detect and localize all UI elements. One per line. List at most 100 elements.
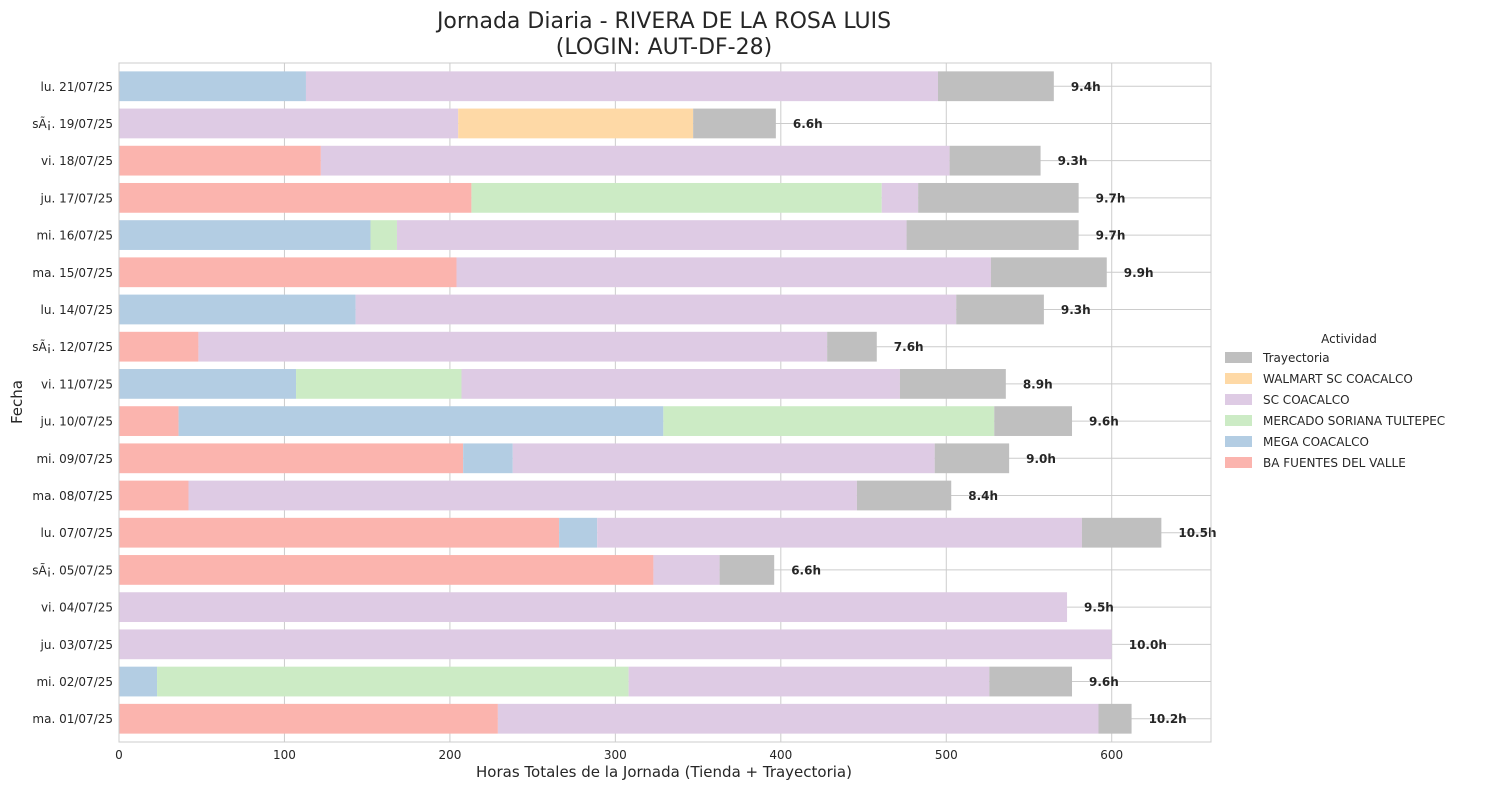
total-label: 9.0h — [1026, 452, 1056, 466]
y-tick-label: ju. 17/07/25 — [40, 191, 113, 205]
bar-segment — [396, 220, 907, 250]
bar-segment — [305, 71, 938, 102]
chart-title-line2: (LOGIN: AUT-DF-28) — [556, 35, 772, 60]
x-axis-label: Horas Totales de la Jornada (Tienda + Tr… — [476, 763, 852, 781]
bar-segment — [1081, 517, 1162, 548]
total-label: 10.2h — [1149, 712, 1187, 726]
bar-segment — [119, 443, 464, 474]
bar-segment — [119, 666, 158, 697]
bar-segment — [989, 666, 1073, 697]
y-tick-label: ma. 15/07/25 — [32, 266, 113, 280]
bar-segment — [119, 517, 560, 548]
y-tick-label: lu. 07/07/25 — [41, 526, 113, 540]
bar-segment — [456, 257, 991, 288]
bar-segment — [827, 331, 877, 362]
bar-segment — [471, 182, 882, 213]
y-tick-label: mi. 02/07/25 — [36, 675, 113, 689]
total-label: 10.5h — [1178, 526, 1216, 540]
legend-swatch — [1225, 457, 1252, 468]
legend-swatch — [1225, 415, 1252, 426]
x-tick-label: 300 — [604, 748, 627, 762]
bar-segment — [463, 443, 513, 474]
legend-swatch — [1225, 394, 1252, 405]
bar-segment — [119, 629, 1112, 660]
bar-segment — [119, 182, 472, 213]
bar-segment — [899, 369, 1006, 399]
bar-segment — [719, 555, 775, 585]
bar-segment — [512, 443, 935, 474]
bar-segment — [906, 220, 1079, 250]
total-label: 6.6h — [791, 563, 821, 577]
bar-segment — [461, 369, 900, 399]
total-label: 7.6h — [894, 340, 924, 354]
y-tick-label: lu. 14/07/25 — [41, 303, 113, 317]
legend-entry: Trayectoria — [1262, 351, 1330, 365]
legend-entry: BA FUENTES DEL VALLE — [1263, 456, 1406, 470]
legend-swatch — [1225, 436, 1252, 447]
total-label: 9.5h — [1084, 601, 1114, 615]
total-label: 6.6h — [793, 117, 823, 131]
bar-segment — [355, 294, 957, 325]
bar-segment — [119, 480, 189, 511]
x-tick-label: 400 — [769, 748, 792, 762]
y-tick-label: vi. 04/07/25 — [41, 601, 113, 615]
bar-segment — [559, 517, 598, 548]
total-label: 9.9h — [1124, 266, 1154, 280]
total-labels: 9.4h 6.6h 9.3h 9.7h 9.7h 9.9h 9.3h 7.6h 8.9h 9.6h… — [791, 80, 1216, 726]
legend-entry: MEGA COACALCO — [1263, 435, 1369, 449]
total-label: 8.4h — [968, 489, 998, 503]
y-tick-label: lu. 21/07/25 — [41, 80, 113, 94]
bar-segment — [188, 480, 857, 511]
legend-swatch — [1225, 352, 1252, 363]
legend-entry: WALMART SC COACALCO — [1263, 372, 1413, 386]
plot-frame — [118, 62, 1212, 743]
total-label: 9.4h — [1071, 80, 1101, 94]
bar-segment — [653, 555, 720, 585]
bar-segment — [198, 331, 828, 362]
bar-segment — [119, 220, 371, 250]
total-label: 9.7h — [1096, 229, 1126, 243]
bar-segment — [663, 406, 995, 436]
bar-segment — [458, 108, 694, 139]
bar-segment — [628, 666, 990, 697]
bar-segment — [119, 71, 306, 102]
bar-segment — [119, 369, 297, 399]
bar-segment — [370, 220, 397, 250]
bar-segment — [178, 406, 664, 436]
x-tick-label: 100 — [273, 748, 296, 762]
bar-segment — [1098, 703, 1132, 734]
bar-segment — [157, 666, 629, 697]
y-axis-label: Fecha — [8, 380, 26, 424]
bar-segment — [918, 182, 1079, 213]
bar-segment — [119, 592, 1068, 623]
bar-segment — [934, 443, 1010, 474]
chart-title-line1: Jornada Diaria - RIVERA DE LA ROSA LUIS — [435, 9, 891, 34]
bar-segment — [119, 331, 199, 362]
bar-segment — [296, 369, 462, 399]
bar-segment — [119, 703, 498, 734]
bar-segment — [949, 145, 1041, 176]
legend: Actividad Trayectoria WALMART SC COACALCO… — [1225, 332, 1445, 470]
y-tick-label: sÃ¡. 12/07/25 — [32, 339, 113, 354]
total-label: 9.3h — [1058, 154, 1088, 168]
y-tick-label: sÃ¡. 05/07/25 — [32, 562, 113, 577]
total-label: 9.7h — [1096, 191, 1126, 205]
legend-entry: SC COACALCO — [1263, 393, 1350, 407]
x-tick-labels: 0 100 200 300 400 500 600 — [115, 748, 1123, 762]
bar-segment — [119, 108, 459, 139]
x-tick-label: 200 — [438, 748, 461, 762]
x-tick-label: 0 — [115, 748, 123, 762]
bars — [119, 71, 1162, 734]
bar-segment — [990, 257, 1107, 288]
bar-segment — [320, 145, 950, 176]
y-tick-label: ju. 03/07/25 — [40, 638, 113, 652]
legend-title: Actividad — [1321, 332, 1377, 346]
bar-segment — [119, 145, 321, 176]
total-label: 9.6h — [1089, 675, 1119, 689]
bar-segment — [597, 517, 1082, 548]
y-tick-label: ma. 01/07/25 — [32, 712, 113, 726]
bar-segment — [497, 703, 1099, 734]
x-tick-label: 600 — [1100, 748, 1123, 762]
y-tick-label: mi. 09/07/25 — [36, 452, 113, 466]
